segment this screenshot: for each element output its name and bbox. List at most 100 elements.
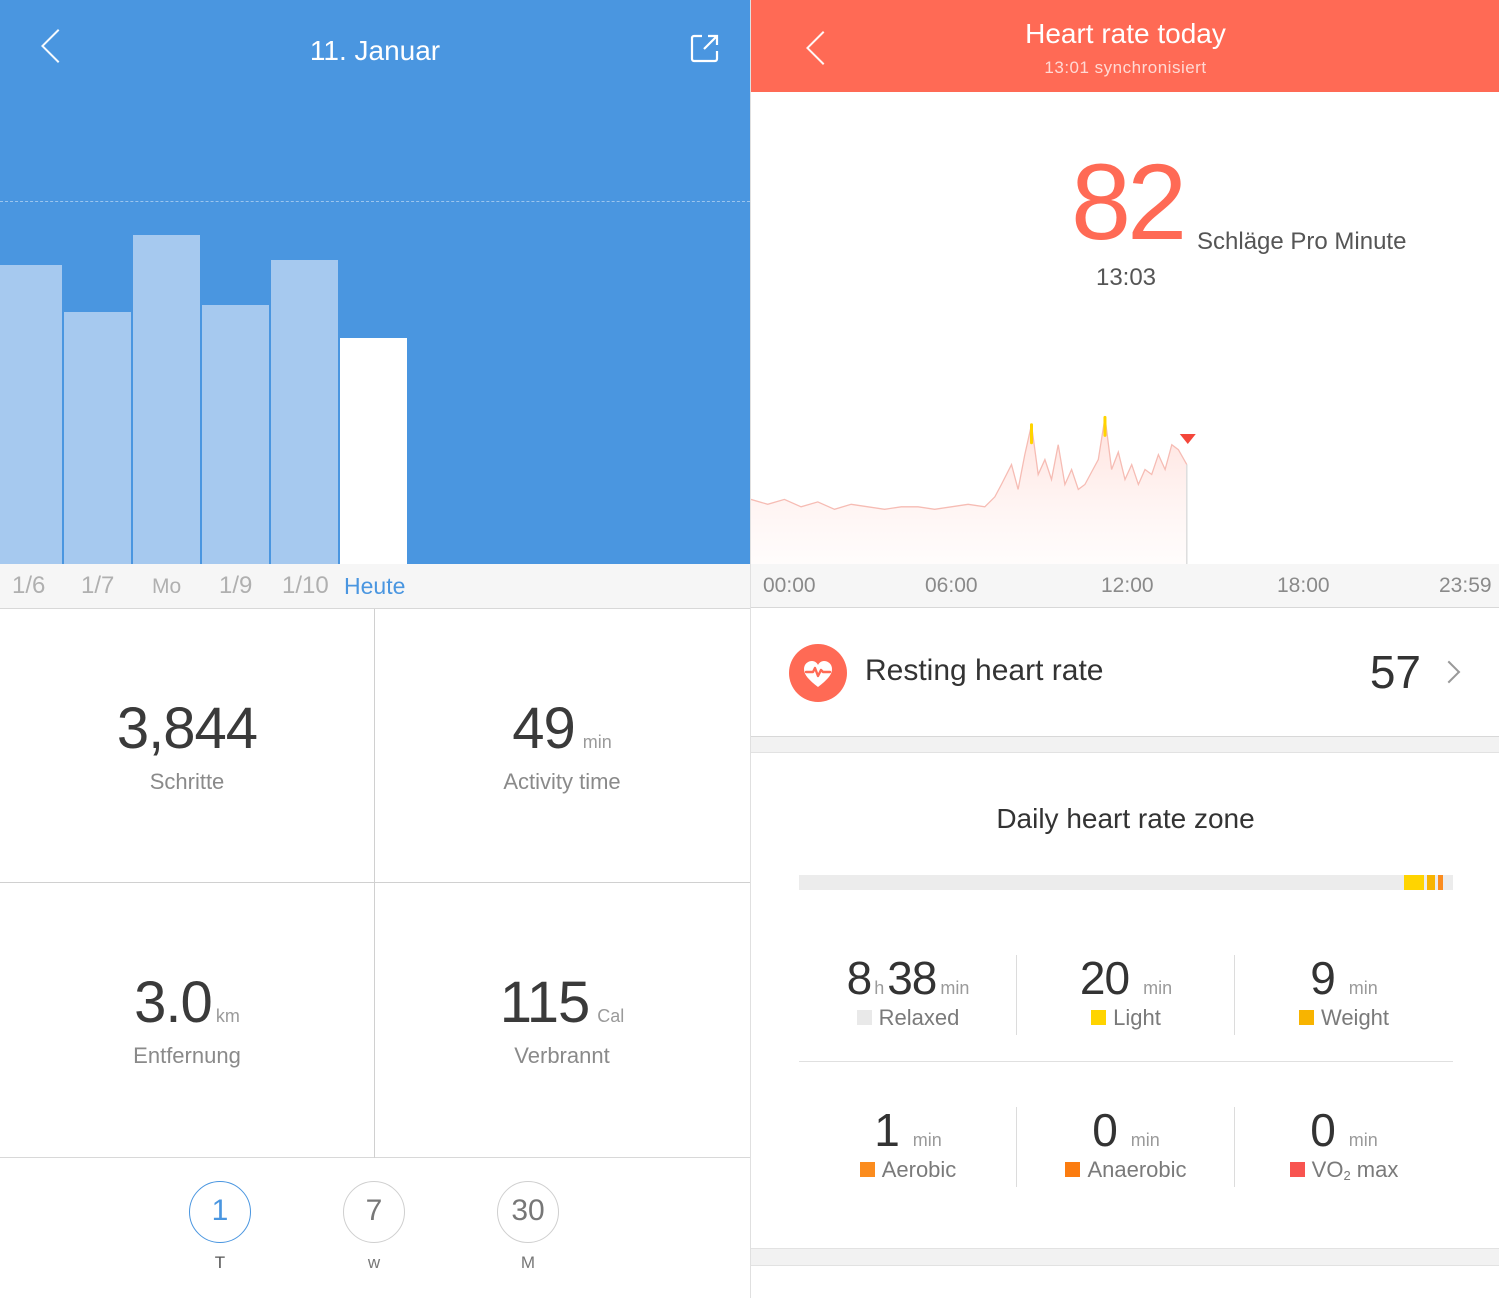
zone-segment-aerobic <box>1437 875 1443 890</box>
x-tick-label: 00:00 <box>763 574 816 597</box>
resting-label: Resting heart rate <box>865 654 1104 687</box>
zone-label-suffix: max <box>1350 1157 1399 1182</box>
zone-unit: min <box>1130 1130 1160 1150</box>
zone-spikes <box>1030 415 1107 445</box>
heart-rate-area <box>751 417 1187 564</box>
distance-value: 3.0 <box>134 970 213 1035</box>
steps-bar[interactable] <box>202 305 269 564</box>
steps-value: 3,844 <box>116 696 258 761</box>
range-selector: 1 T 7 w 30 M <box>0 1159 750 1298</box>
goal-line <box>0 201 750 202</box>
zone-anaerobic: 0 min Anaerobic <box>1017 1103 1235 1193</box>
zone-segment-weight <box>1426 875 1435 890</box>
zone-value: 20 <box>1079 952 1130 1004</box>
x-tick-label[interactable]: Mo <box>152 575 182 598</box>
zone-swatch <box>859 1162 875 1177</box>
zone-value: 1 <box>874 1104 900 1156</box>
stats-grid: 3,844 Schritte 49 min Activity time 3.0 km… <box>0 609 750 1158</box>
zone-unit: min <box>940 978 970 998</box>
heart-rate-screen: Heart rate today 13:01 synchronisiert 82… <box>750 0 1499 1298</box>
distance-label: Entfernung <box>133 1043 241 1068</box>
divider <box>1234 955 1235 1035</box>
range-label-day: T <box>214 1253 226 1272</box>
zone-vo2max: 0 min VO2 max <box>1235 1103 1453 1193</box>
x-tick-label: 12:00 <box>1101 574 1154 597</box>
zone-unit: min <box>1143 978 1173 998</box>
range-label-month: M <box>520 1253 536 1272</box>
range-button-day[interactable]: 1 <box>189 1181 251 1243</box>
steps-screen: 11. Januar 1/6 1/7 Mo 1/9 1/10 Heute 3,8… <box>0 0 750 1298</box>
zone-label: Relaxed <box>878 1005 960 1030</box>
range-button-month[interactable]: 30 <box>497 1181 559 1243</box>
zone-swatch <box>1289 1162 1305 1177</box>
heart-rate-chart[interactable] <box>751 390 1499 564</box>
resting-value: 57 <box>1369 646 1421 698</box>
range-label-week: w <box>367 1253 381 1272</box>
zone-swatch <box>856 1010 872 1025</box>
zone-unit: min <box>912 1130 942 1150</box>
zone-title: Daily heart rate zone <box>996 803 1255 834</box>
heart-rate-zones: Daily heart rate zone 8 h38 min Relaxed 20… <box>751 753 1499 1248</box>
x-tick-label[interactable]: 1/7 <box>81 572 115 599</box>
steps-bar[interactable] <box>133 235 200 564</box>
divider <box>374 609 375 1158</box>
share-icon[interactable] <box>690 33 720 63</box>
zone-label: Anaerobic <box>1087 1157 1187 1182</box>
section-gap <box>751 1248 1499 1266</box>
distance-stat: 3.0 km Entfernung <box>0 883 374 1157</box>
steps-bar[interactable] <box>64 312 131 564</box>
zone-unit: min <box>1348 1130 1378 1150</box>
section-gap <box>751 737 1499 753</box>
divider <box>1016 955 1017 1035</box>
zone-swatch <box>1065 1162 1081 1177</box>
current-time: 13:03 <box>1095 264 1157 291</box>
steps-label: Schritte <box>149 769 225 794</box>
activity-unit: min <box>582 732 612 752</box>
page-title: Heart rate today <box>1025 18 1226 49</box>
zone-label: Light <box>1113 1005 1161 1030</box>
range-button-week[interactable]: 7 <box>343 1181 405 1243</box>
heart-rate-unit: Schläge Pro Minute <box>1197 228 1407 255</box>
zone-label: Aerobic <box>881 1157 957 1182</box>
x-tick-label: 23:59 <box>1439 574 1492 597</box>
zone-label: VO <box>1311 1157 1344 1182</box>
distance-unit: km <box>215 1006 240 1026</box>
x-tick-label[interactable]: 1/9 <box>219 572 253 599</box>
x-tick-label: 18:00 <box>1277 574 1330 597</box>
page-title: 11. Januar <box>309 35 441 66</box>
chevron-right-icon <box>1437 660 1461 684</box>
steps-bar[interactable] <box>271 260 338 564</box>
zone-value: 38 <box>887 952 937 1004</box>
calories-label: Verbrannt <box>514 1043 610 1068</box>
zone-relaxed: 8 h38 min Relaxed <box>799 951 1017 1041</box>
steps-bar[interactable] <box>340 338 407 564</box>
calories-stat: 115 Cal Verbrannt <box>375 883 749 1157</box>
zone-label: Weight <box>1320 1005 1390 1030</box>
activity-value: 49 <box>512 696 576 761</box>
current-marker-icon <box>1179 434 1196 444</box>
zone-segment-light <box>1403 875 1424 890</box>
x-tick-label[interactable]: 1/6 <box>12 572 46 599</box>
heart-rate-x-axis: 00:00 06:00 12:00 18:00 23:59 <box>751 564 1499 608</box>
zone-swatch <box>1298 1010 1314 1025</box>
zone-light: 20 min Light <box>1017 951 1235 1041</box>
x-tick-label[interactable]: 1/10 <box>282 572 329 599</box>
divider <box>0 882 750 883</box>
zone-weight: 9 min Weight <box>1235 951 1453 1041</box>
zone-unit: min <box>1348 978 1378 998</box>
heart-pulse-icon <box>789 644 847 702</box>
resting-heart-rate-row[interactable]: Resting heart rate 57 <box>751 609 1499 737</box>
zone-label-subscript: 2 <box>1343 1168 1351 1183</box>
calories-unit: Cal <box>597 1006 625 1026</box>
zone-value: 9 <box>1310 952 1336 1004</box>
zone-value: 0 <box>1310 1104 1336 1156</box>
steps-chart-area: 11. Januar <box>0 0 750 564</box>
divider <box>1016 1107 1017 1187</box>
divider <box>799 1061 1453 1062</box>
divider <box>1234 1107 1235 1187</box>
zone-value: 0 <box>1092 1104 1118 1156</box>
steps-x-axis: 1/6 1/7 Mo 1/9 1/10 Heute <box>0 564 750 609</box>
zone-swatch <box>1091 1010 1107 1025</box>
steps-bar[interactable] <box>0 265 62 564</box>
x-tick-label-today[interactable]: Heute <box>344 573 406 599</box>
